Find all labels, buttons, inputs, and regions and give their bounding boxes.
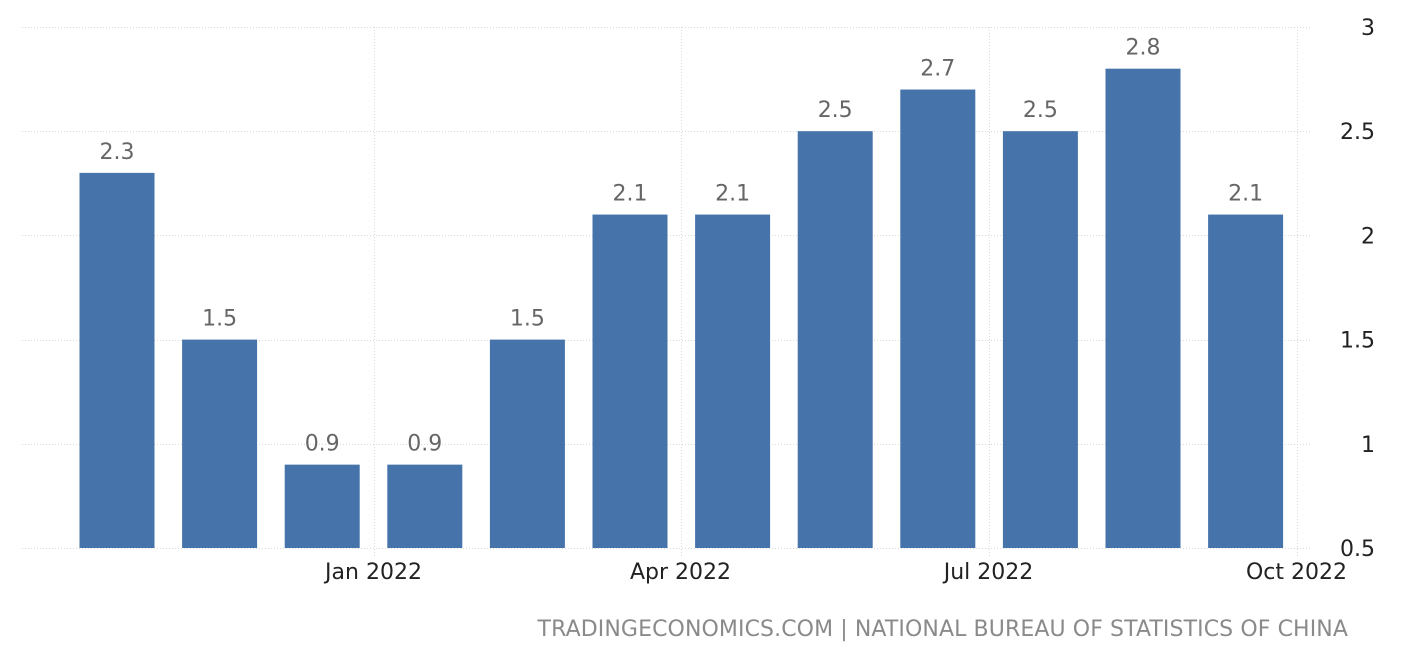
- bar: [1105, 68, 1181, 549]
- bar-value-label: 2.8: [1126, 36, 1161, 61]
- bar: [387, 464, 463, 548]
- bars: [79, 68, 1284, 549]
- x-tick-label: Jan 2022: [323, 560, 422, 585]
- bar-value-label: 2.3: [100, 140, 135, 165]
- y-tick-label: 2.5: [1340, 120, 1375, 145]
- bar: [284, 464, 360, 548]
- bar-value-label: 1.5: [510, 307, 545, 332]
- data-labels: 2.3 1.5 0.9 0.9 1.5 2.1 2.1 2.5 2.7 2.5 2.8 2.1: [100, 36, 1264, 457]
- bar: [489, 339, 565, 548]
- bar: [182, 339, 258, 548]
- bar: [592, 214, 668, 548]
- bar-value-label: 0.9: [407, 432, 442, 457]
- bar: [900, 89, 976, 549]
- bar: [79, 172, 155, 548]
- bar: [695, 214, 771, 548]
- bar-value-label: 2.5: [1023, 98, 1058, 123]
- y-tick-label: 1: [1361, 433, 1375, 458]
- bar-value-label: 2.1: [1228, 182, 1263, 207]
- y-tick-label: 1.5: [1340, 329, 1375, 354]
- x-tick-label: Oct 2022: [1246, 560, 1347, 585]
- x-axis: Jan 2022 Apr 2022 Jul 2022 Oct 2022: [323, 560, 1347, 585]
- source-footer: TRADINGECONOMICS.COM | NATIONAL BUREAU O…: [537, 617, 1348, 642]
- y-tick-label: 3: [1361, 16, 1375, 41]
- bar-value-label: 2.1: [613, 182, 648, 207]
- bar: [797, 131, 873, 548]
- y-tick-label: 2: [1361, 224, 1375, 249]
- y-axis: 0.5 1 1.5 2 2.5 3: [1340, 16, 1375, 562]
- bar-value-label: 1.5: [202, 307, 237, 332]
- bar-value-label: 2.5: [818, 98, 853, 123]
- bar-value-label: 2.1: [715, 182, 750, 207]
- bar-value-label: 0.9: [305, 432, 340, 457]
- bar: [1002, 131, 1078, 548]
- bar-value-label: 2.7: [920, 57, 955, 82]
- x-tick-label: Apr 2022: [630, 560, 731, 585]
- grid-layer: [22, 27, 1310, 556]
- y-tick-label: 0.5: [1340, 537, 1375, 562]
- x-tick-label: Jul 2022: [942, 560, 1034, 585]
- bar: [1208, 214, 1284, 548]
